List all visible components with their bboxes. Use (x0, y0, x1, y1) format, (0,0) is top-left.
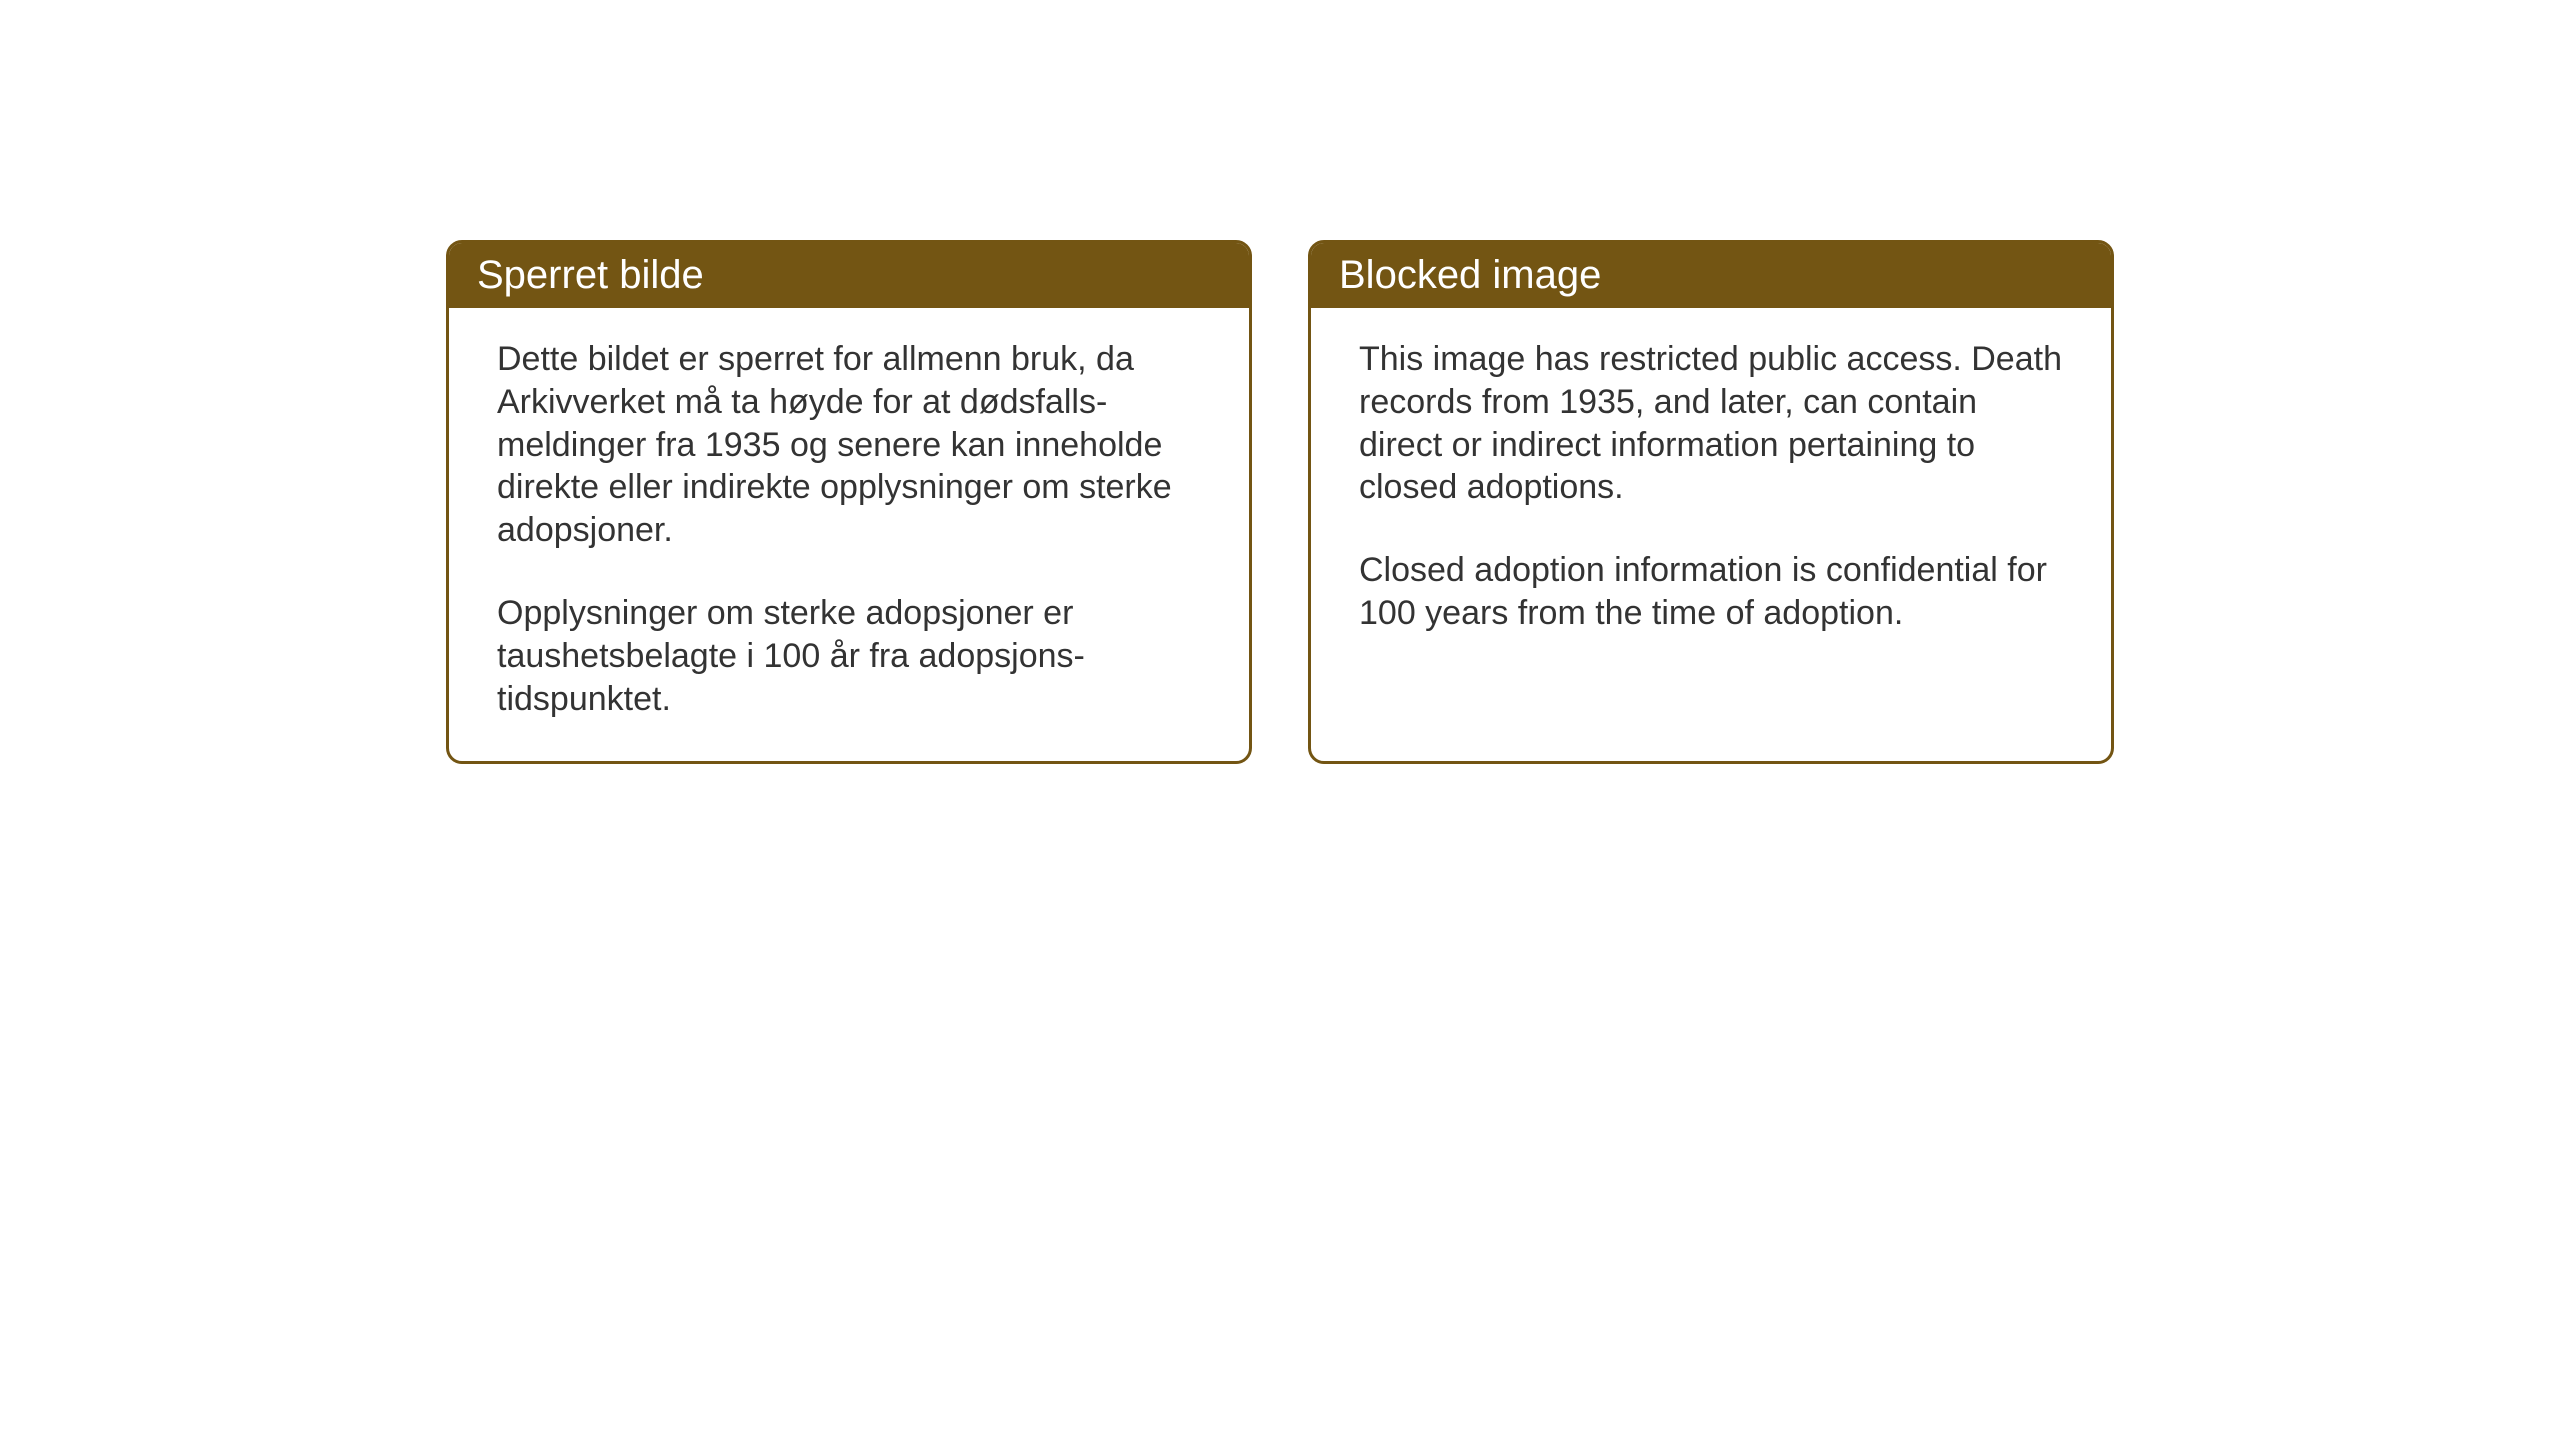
card-paragraph: Dette bildet er sperret for allmenn bruk… (497, 338, 1201, 552)
card-paragraph: Opplysninger om sterke adopsjoner er tau… (497, 592, 1201, 720)
card-body-norwegian: Dette bildet er sperret for allmenn bruk… (449, 308, 1249, 761)
card-title: Blocked image (1339, 253, 1601, 297)
card-header-english: Blocked image (1311, 243, 2111, 308)
notice-card-english: Blocked image This image has restricted … (1308, 240, 2114, 764)
card-header-norwegian: Sperret bilde (449, 243, 1249, 308)
card-title: Sperret bilde (477, 253, 704, 297)
card-body-english: This image has restricted public access.… (1311, 308, 2111, 675)
card-paragraph: This image has restricted public access.… (1359, 338, 2063, 509)
notice-card-norwegian: Sperret bilde Dette bildet er sperret fo… (446, 240, 1252, 764)
card-paragraph: Closed adoption information is confident… (1359, 549, 2063, 635)
notice-container: Sperret bilde Dette bildet er sperret fo… (446, 240, 2114, 764)
